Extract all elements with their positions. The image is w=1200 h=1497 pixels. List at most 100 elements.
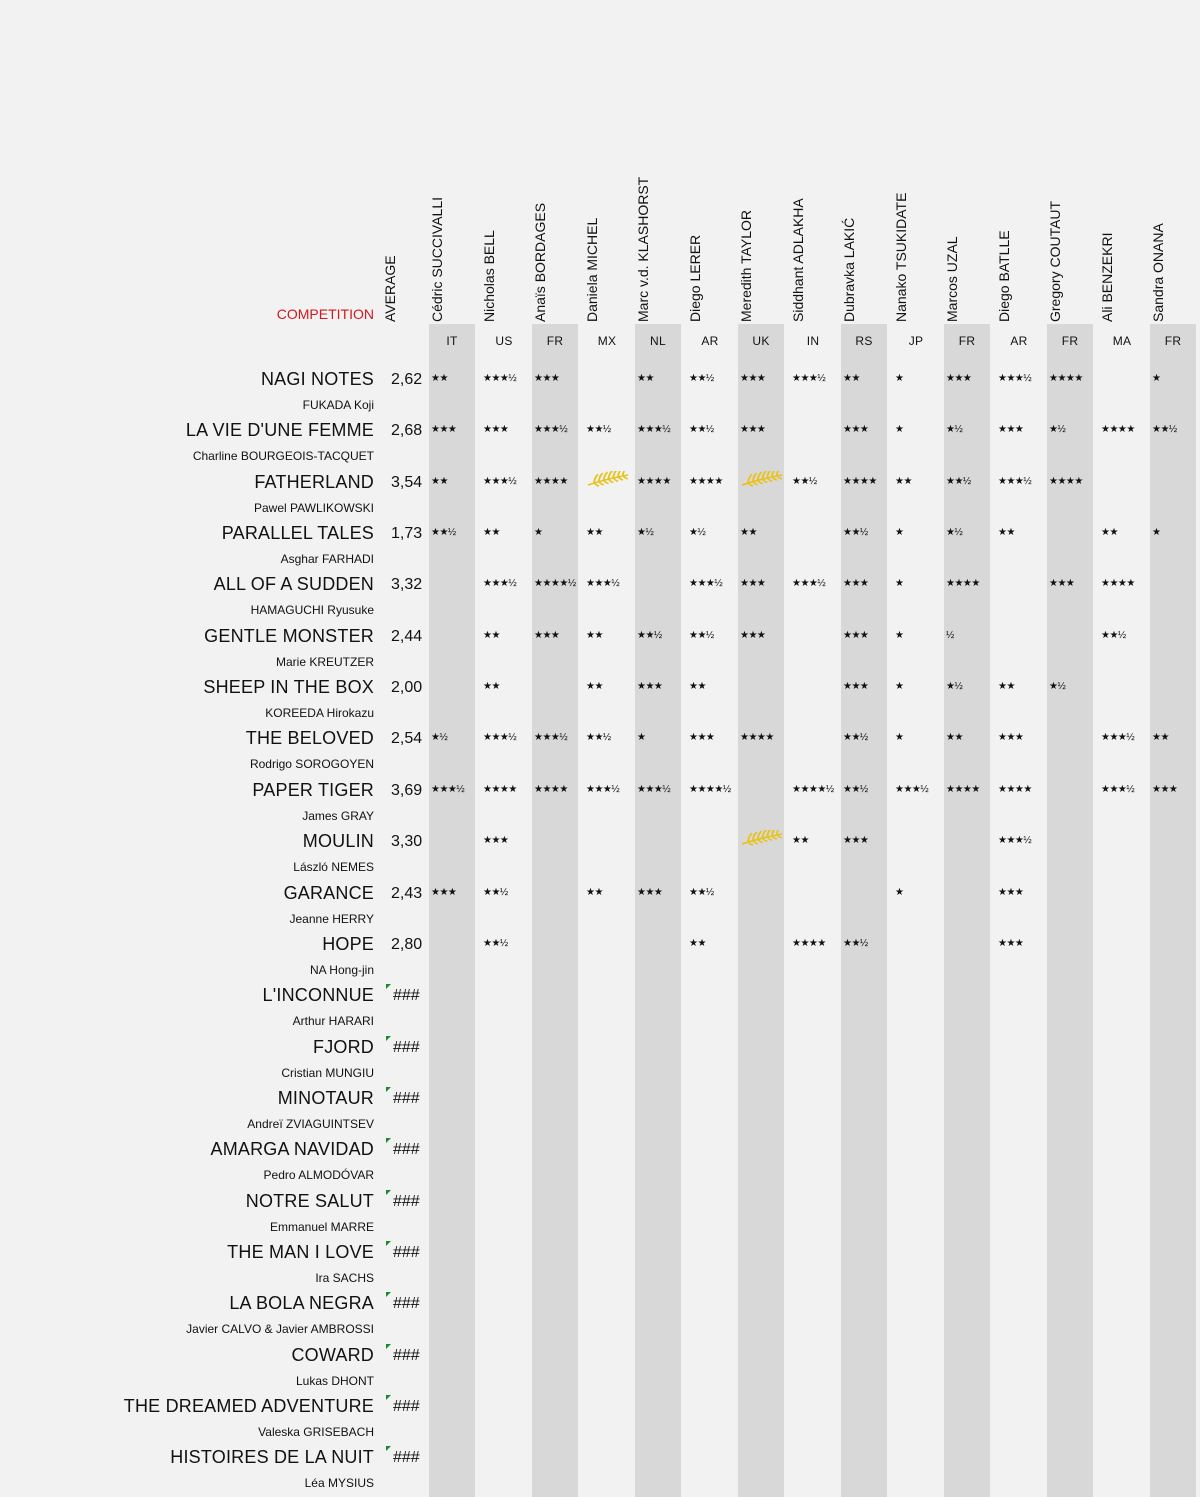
critic-country: AR [701,334,719,348]
critic-country: JP [908,334,924,348]
rating-cell: ★ [637,732,646,744]
film-title: MINOTAUR [277,1087,374,1108]
rating-cell: ★★ [740,527,757,539]
rating-cell: ★★★½ [689,578,723,590]
rating-cell: ★★★★ [689,475,723,487]
rating-cell: ★½ [946,681,963,693]
rating-cell: ★★★½ [534,424,568,436]
film-director: Rodrigo SOROGOYEN [249,757,374,772]
average-score: ### [393,1038,420,1056]
average-score: 1,73 [391,525,423,543]
rating-cell: ★★½ [483,937,508,949]
rating-cell: ★★★½ [586,578,620,590]
film-title: THE DREAMED ADVENTURE [123,1396,374,1416]
rating-cell: ★★★½ [483,732,517,744]
rating-cell: ★★ [586,527,603,539]
average-score: 2,44 [391,627,423,645]
rating-cell: ★ [895,373,904,384]
rating-cell: ★★½ [946,475,971,487]
column-band [1047,324,1093,1497]
rating-cell: ★★★½ [998,475,1032,487]
critic-country: IT [446,334,458,348]
average-score: ### [393,1192,420,1210]
rating-cell: ★★★★ [998,783,1032,795]
film-director: Marie KREUTZER [275,654,374,669]
average-score: 2,00 [391,679,423,697]
rating-cell: ★★★ [689,732,715,744]
rating-cell: ★½ [637,527,654,539]
error-indicator-icon [386,1138,391,1144]
film-title: HOPE [322,933,374,954]
film-title: GARANCE [283,882,374,903]
critic-name: Diego LERER [687,234,703,322]
critic-country: RS [855,334,873,348]
rating-cell: ★★★★ [946,578,980,590]
rating-cell: ★ [534,527,543,539]
film-director: Léa MYSIUS [304,1476,374,1491]
critic-name: Anaïs BORDAGES [532,202,548,322]
rating-cell: ★★½ [586,424,611,436]
error-indicator-icon [386,1086,391,1092]
average-score: ### [393,1243,420,1261]
critic-name: Marcos UZAL [944,236,960,322]
rating-cell: ★★ [586,886,603,898]
rating-cell: ★★★½ [895,783,929,795]
film-director: Emmanuel MARRE [269,1219,374,1234]
rating-cell: ★ [895,886,904,898]
rating-cell: ★★★ [637,681,663,693]
rating-cell: ★★ [998,681,1015,693]
rating-cell: ★★ [689,681,706,693]
rating-cell: ★★ [483,527,500,539]
rating-cell: ★★★★ [1049,475,1083,487]
rating-cell: ★★★½ [534,732,568,744]
rating-cell: ★★½ [1152,424,1177,436]
rating-cell: ★★★ [534,373,560,384]
rating-cell: ★★★½ [586,783,620,795]
rating-cell: ★½ [1049,681,1066,693]
rating-cell: ★ [895,578,904,590]
rating-cell: ★★½ [843,732,868,744]
rating-cell: ★★★★½ [534,578,576,590]
critic-country: FR [1164,334,1182,348]
film-director: Lukas DHONT [295,1373,374,1388]
rating-cell: ★★½ [431,527,456,539]
rating-cell: ★★★ [740,373,766,384]
rating-cell: ★½ [1049,424,1066,436]
critic-country: FR [1061,334,1079,348]
film-title: SHEEP IN THE BOX [203,677,374,698]
rating-cell: ★★ [792,835,809,847]
average-score: 2,68 [391,422,423,440]
rating-cell: ★★★ [843,578,869,590]
rating-cell: ★★ [843,373,860,384]
rating-cell: ★★½ [1101,629,1126,641]
rating-cell: ★★★ [998,886,1024,898]
critic-country: MX [597,334,617,348]
rating-cell: ★★★★ [483,783,517,795]
average-score: ### [393,987,420,1005]
rating-cell: ★★★★ [1101,424,1135,436]
critic-country: IN [806,334,820,348]
rating-cell: ★ [895,629,904,641]
film-director: Pedro ALMODÓVAR [263,1168,374,1183]
rating-cell: ★★★½ [1101,732,1135,744]
average-score: 2,80 [391,935,423,953]
critic-header: Sandra ONANA [1150,0,1200,322]
rating-cell: ★★ [1152,732,1169,744]
critic-name: Marc v.d. KLASHORST [635,176,651,322]
average-header: AVERAGE [382,0,418,322]
film-title: ALL OF A SUDDEN [213,574,374,595]
column-band [944,324,990,1497]
rating-cell: ★½ [689,527,706,539]
film-title: MOULIN [302,831,374,852]
critic-country: FR [546,334,564,348]
rating-cell: ★★★½ [792,373,826,384]
rating-cell: ★★★ [431,886,457,898]
rating-cell: ★★★ [1152,783,1178,795]
rating-cell: ★★★½ [483,475,517,487]
rating-cell: ★★½ [483,886,508,898]
error-indicator-icon [386,1395,391,1400]
film-director: NA Hong-jin [309,962,374,977]
film-director: James GRAY [302,808,374,823]
average-score: 3,54 [391,473,423,491]
